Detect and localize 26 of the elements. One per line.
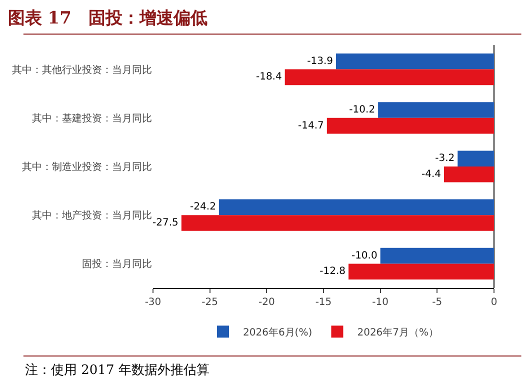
y-tick-label: 其中：其他行业投资：当月同比 <box>12 64 152 76</box>
x-tick-label: -20 <box>258 297 275 308</box>
text: 注：使用 2017 年数据外推估算 <box>25 363 210 378</box>
legend-label: 2026年7月（%） <box>357 326 439 339</box>
data-label: -27.5 <box>152 218 178 228</box>
y-tick-label: 其中：基建投资：当月同比 <box>32 112 152 124</box>
x-tick-label: -5 <box>432 297 442 308</box>
x-tick-label: -15 <box>315 297 332 308</box>
x-tick-label: 0 <box>490 297 498 308</box>
y-tick-label: 固投：当月同比 <box>82 258 152 270</box>
data-label: -10.2 <box>349 104 376 116</box>
data-label: -12.8 <box>320 266 346 278</box>
data-label: -10.0 <box>351 250 378 262</box>
x-tick-label: -10 <box>372 297 388 308</box>
data-label: -18.4 <box>256 72 282 83</box>
chart-title: 图表 17 固投：增速偏低 <box>8 8 208 28</box>
x-tick-label: -30 <box>144 297 162 308</box>
data-label: -24.2 <box>190 202 216 213</box>
data-label: -3.2 <box>435 153 455 164</box>
x-tick-label: -25 <box>202 297 218 308</box>
y-tick-label: 其中：地产投资：当月同比 <box>32 210 152 222</box>
data-label: -14.7 <box>298 120 324 132</box>
data-label: -13.9 <box>307 56 333 67</box>
data-label: -4.4 <box>421 168 441 180</box>
y-tick-label: 其中：制造业投资：当月同比 <box>22 161 152 173</box>
legend-label: 2026年6月(%) <box>243 326 312 339</box>
